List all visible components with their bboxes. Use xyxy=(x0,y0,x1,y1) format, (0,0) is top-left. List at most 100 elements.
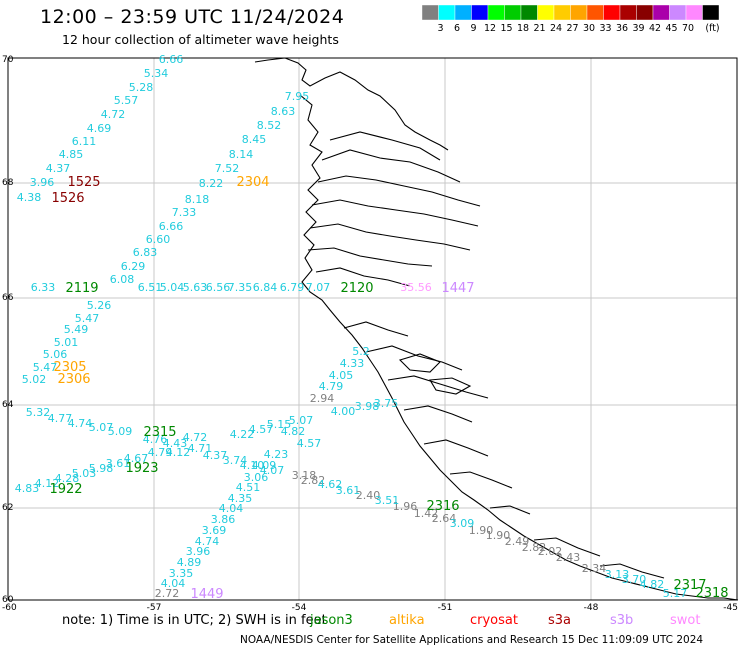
wave-height-label: 7.95 xyxy=(285,90,310,103)
pass-time-label: 1922 xyxy=(49,482,82,497)
wave-height-label: 5.02 xyxy=(22,373,47,386)
wave-height-label: 5.28 xyxy=(129,81,154,94)
satellite-legend-s3b: s3b xyxy=(610,613,634,628)
colorbar-label: 21 xyxy=(533,23,545,34)
wave-height-label: 8.14 xyxy=(229,148,254,161)
latitude-label: 64 xyxy=(2,400,14,410)
colorbar-label: 24 xyxy=(550,23,562,34)
wave-height-label: 1.90 xyxy=(469,524,494,537)
wave-height-label: 3.86 xyxy=(211,513,236,526)
wave-height-label: 4.89 xyxy=(177,556,202,569)
wave-height-label: 4.51 xyxy=(236,481,261,494)
wave-height-label: 4.72 xyxy=(183,431,208,444)
wave-height-label: 7.33 xyxy=(172,206,197,219)
longitude-label: -60 xyxy=(2,603,17,613)
wave-height-label: 1.96 xyxy=(393,500,418,513)
wave-height-label: 5.32 xyxy=(26,406,51,419)
credit-line: NOAA/NESDIS Center for Satellite Applica… xyxy=(240,634,704,646)
longitude-label: -45 xyxy=(723,603,738,613)
fjord-11 xyxy=(403,405,473,423)
colorbar-label: 12 xyxy=(484,23,496,34)
colorbar-label: 39 xyxy=(632,23,644,34)
wave-height-label: 4.82 xyxy=(281,425,306,438)
map-subtitle: 12 hour collection of altimeter wave hei… xyxy=(62,32,339,47)
satellite-legend-swot: swot xyxy=(670,613,701,628)
wave-height-label: 2.40 xyxy=(356,489,381,502)
colorbar-label: 33 xyxy=(599,23,611,34)
wave-height-label: 3.74 xyxy=(223,454,248,467)
fjord-5 xyxy=(309,223,471,251)
fjord-10 xyxy=(387,375,489,399)
fjord-1 xyxy=(329,131,441,161)
wave-height-label: 3.51 xyxy=(375,494,400,507)
fjord-15 xyxy=(533,537,601,557)
pass-time-label: 1923 xyxy=(125,461,158,476)
wave-height-label: 4.72 xyxy=(101,108,126,121)
wave-height-label: 1.90 xyxy=(486,529,511,542)
wave-height-label: 4.85 xyxy=(59,148,84,161)
satellite-tracks: 6.665.345.285.574.724.696.114.854.373.96… xyxy=(15,53,688,600)
wave-height-label: 5.63 xyxy=(183,281,208,294)
wave-height-label: 6.60 xyxy=(146,233,171,246)
wave-height-label: 5.98 xyxy=(89,462,114,475)
wave-height-label: 8.45 xyxy=(242,133,267,146)
wave-height-label: 5.03 xyxy=(72,467,97,480)
wave-height-label: 5.57 xyxy=(114,94,139,107)
fjord-12 xyxy=(423,439,489,457)
colorbar-label: 45 xyxy=(665,23,677,34)
latitude-label: 68 xyxy=(2,178,14,188)
wave-height-label: 2.64 xyxy=(432,512,457,525)
wave-height-label: 3.61 xyxy=(336,484,361,497)
wave-height-label: 2.43 xyxy=(556,551,581,564)
wave-height-label: 4.79 xyxy=(148,446,173,459)
longitude-label: -57 xyxy=(147,603,162,613)
wave-height-label: 3.35 xyxy=(169,567,194,580)
wave-height-label: 8.18 xyxy=(185,193,210,206)
wave-height-label: 4.83 xyxy=(15,482,40,495)
wave-height-label: 4.71 xyxy=(188,442,213,455)
coastline-north xyxy=(254,57,449,151)
wave-height-label: 4.23 xyxy=(264,448,289,461)
satellite-legend-s3a: s3a xyxy=(548,613,572,628)
wave-height-label: 6.51 xyxy=(138,281,163,294)
fjord-9 xyxy=(365,345,463,371)
axis-labels: 70 68 66 64 62 60-60 -57 -54 -51 -48 -45 xyxy=(2,55,738,613)
wave-height-label: 3.98 xyxy=(355,400,380,413)
wave-height-label: 2.02 xyxy=(538,545,563,558)
wave-height-label: 7.35 xyxy=(228,281,253,294)
pass-time-label: 2304 xyxy=(236,175,269,190)
satellite-legend-cryosat: cryosat xyxy=(470,613,518,628)
colorbar-label: 36 xyxy=(616,23,628,34)
wave-height-label: 4.82 xyxy=(640,578,665,591)
pass-time-label: 1526 xyxy=(51,191,84,206)
lake-1 xyxy=(398,353,441,373)
wave-height-label: 3.06 xyxy=(244,471,269,484)
fjord-4 xyxy=(311,199,479,227)
wave-height-label: 4.77 xyxy=(48,412,73,425)
colorbar-swatches xyxy=(422,5,720,21)
wave-height-label: 4.67 xyxy=(124,452,149,465)
pass-time-label: 2305 xyxy=(53,360,86,375)
greenland-coastline xyxy=(254,57,739,601)
wave-height-label: 4.74 xyxy=(195,535,220,548)
colorbar-swatch xyxy=(702,5,720,21)
wave-height-label: 4.10 xyxy=(240,459,265,472)
wave-height-label: 5.47 xyxy=(75,312,100,325)
wave-height-label: 4.12 xyxy=(166,446,191,459)
map-title: 12:00 – 23:59 UTC 11/24/2024 xyxy=(40,6,345,28)
wave-height-label: 6.33 xyxy=(31,281,56,294)
wave-height-label: 4.57 xyxy=(249,423,274,436)
wave-height-label: 5.47 xyxy=(33,361,58,374)
wave-height-label: 6.56 xyxy=(206,281,231,294)
colorbar-label: 3 xyxy=(437,23,443,34)
wave-height-label: 4.37 xyxy=(203,449,228,462)
wave-height-label: 3.18 xyxy=(292,469,317,482)
wave-height-label: 5.04 xyxy=(160,281,185,294)
fjord-2 xyxy=(321,149,461,183)
pass-time-label: 2120 xyxy=(340,281,373,296)
wave-height-label: 2.82 xyxy=(301,474,326,487)
colorbar-label: 30 xyxy=(583,23,595,34)
colorbar-label: 6 xyxy=(454,23,460,34)
wave-height-label: 3.96 xyxy=(186,545,211,558)
